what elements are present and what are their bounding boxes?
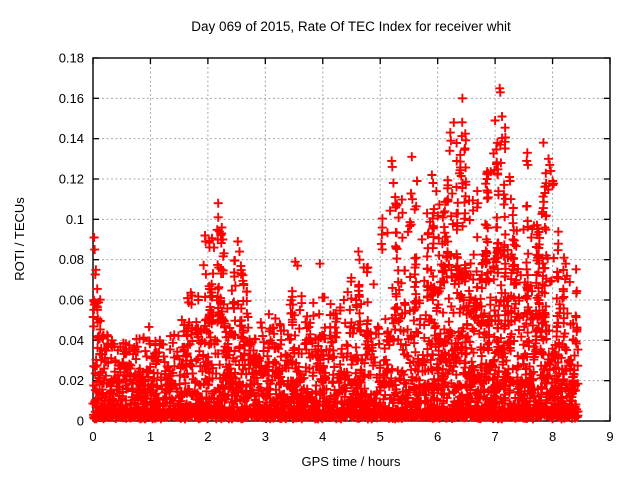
data-points-roti xyxy=(88,83,583,424)
y-tick-label: 0.1 xyxy=(66,212,84,227)
y-tick-label: 0.12 xyxy=(59,172,84,187)
y-axis-label: ROTI / TECUs xyxy=(12,197,27,281)
y-tick-label: 0.04 xyxy=(59,333,84,348)
x-tick-label: 8 xyxy=(549,429,556,444)
x-tick-labels: 0 1 2 3 4 5 6 7 8 9 xyxy=(89,429,613,444)
x-tick-label: 4 xyxy=(319,429,326,444)
y-tick-label: 0.18 xyxy=(59,51,84,66)
x-tick-label: 7 xyxy=(491,429,498,444)
x-axis-label: GPS time / hours xyxy=(302,454,401,469)
y-tick-label: 0.14 xyxy=(59,131,84,146)
plot-title: Day 069 of 2015, Rate Of TEC Index for r… xyxy=(191,19,511,34)
x-tick-label: 5 xyxy=(377,429,384,444)
x-tick-label: 2 xyxy=(204,429,211,444)
y-tick-labels: 0 0.02 0.04 0.06 0.08 0.1 0.12 0.14 0.16 0.18 xyxy=(59,51,84,429)
y-tick-label: 0.06 xyxy=(59,293,84,308)
y-tick-label: 0 xyxy=(77,414,84,429)
x-tick-label: 0 xyxy=(89,429,96,444)
y-tick-label: 0.08 xyxy=(59,252,84,267)
y-tick-label: 0.16 xyxy=(59,91,84,106)
x-tick-label: 3 xyxy=(262,429,269,444)
x-tick-label: 6 xyxy=(434,429,441,444)
x-tick-label: 1 xyxy=(147,429,154,444)
y-tick-label: 0.02 xyxy=(59,373,84,388)
x-tick-label: 9 xyxy=(606,429,613,444)
